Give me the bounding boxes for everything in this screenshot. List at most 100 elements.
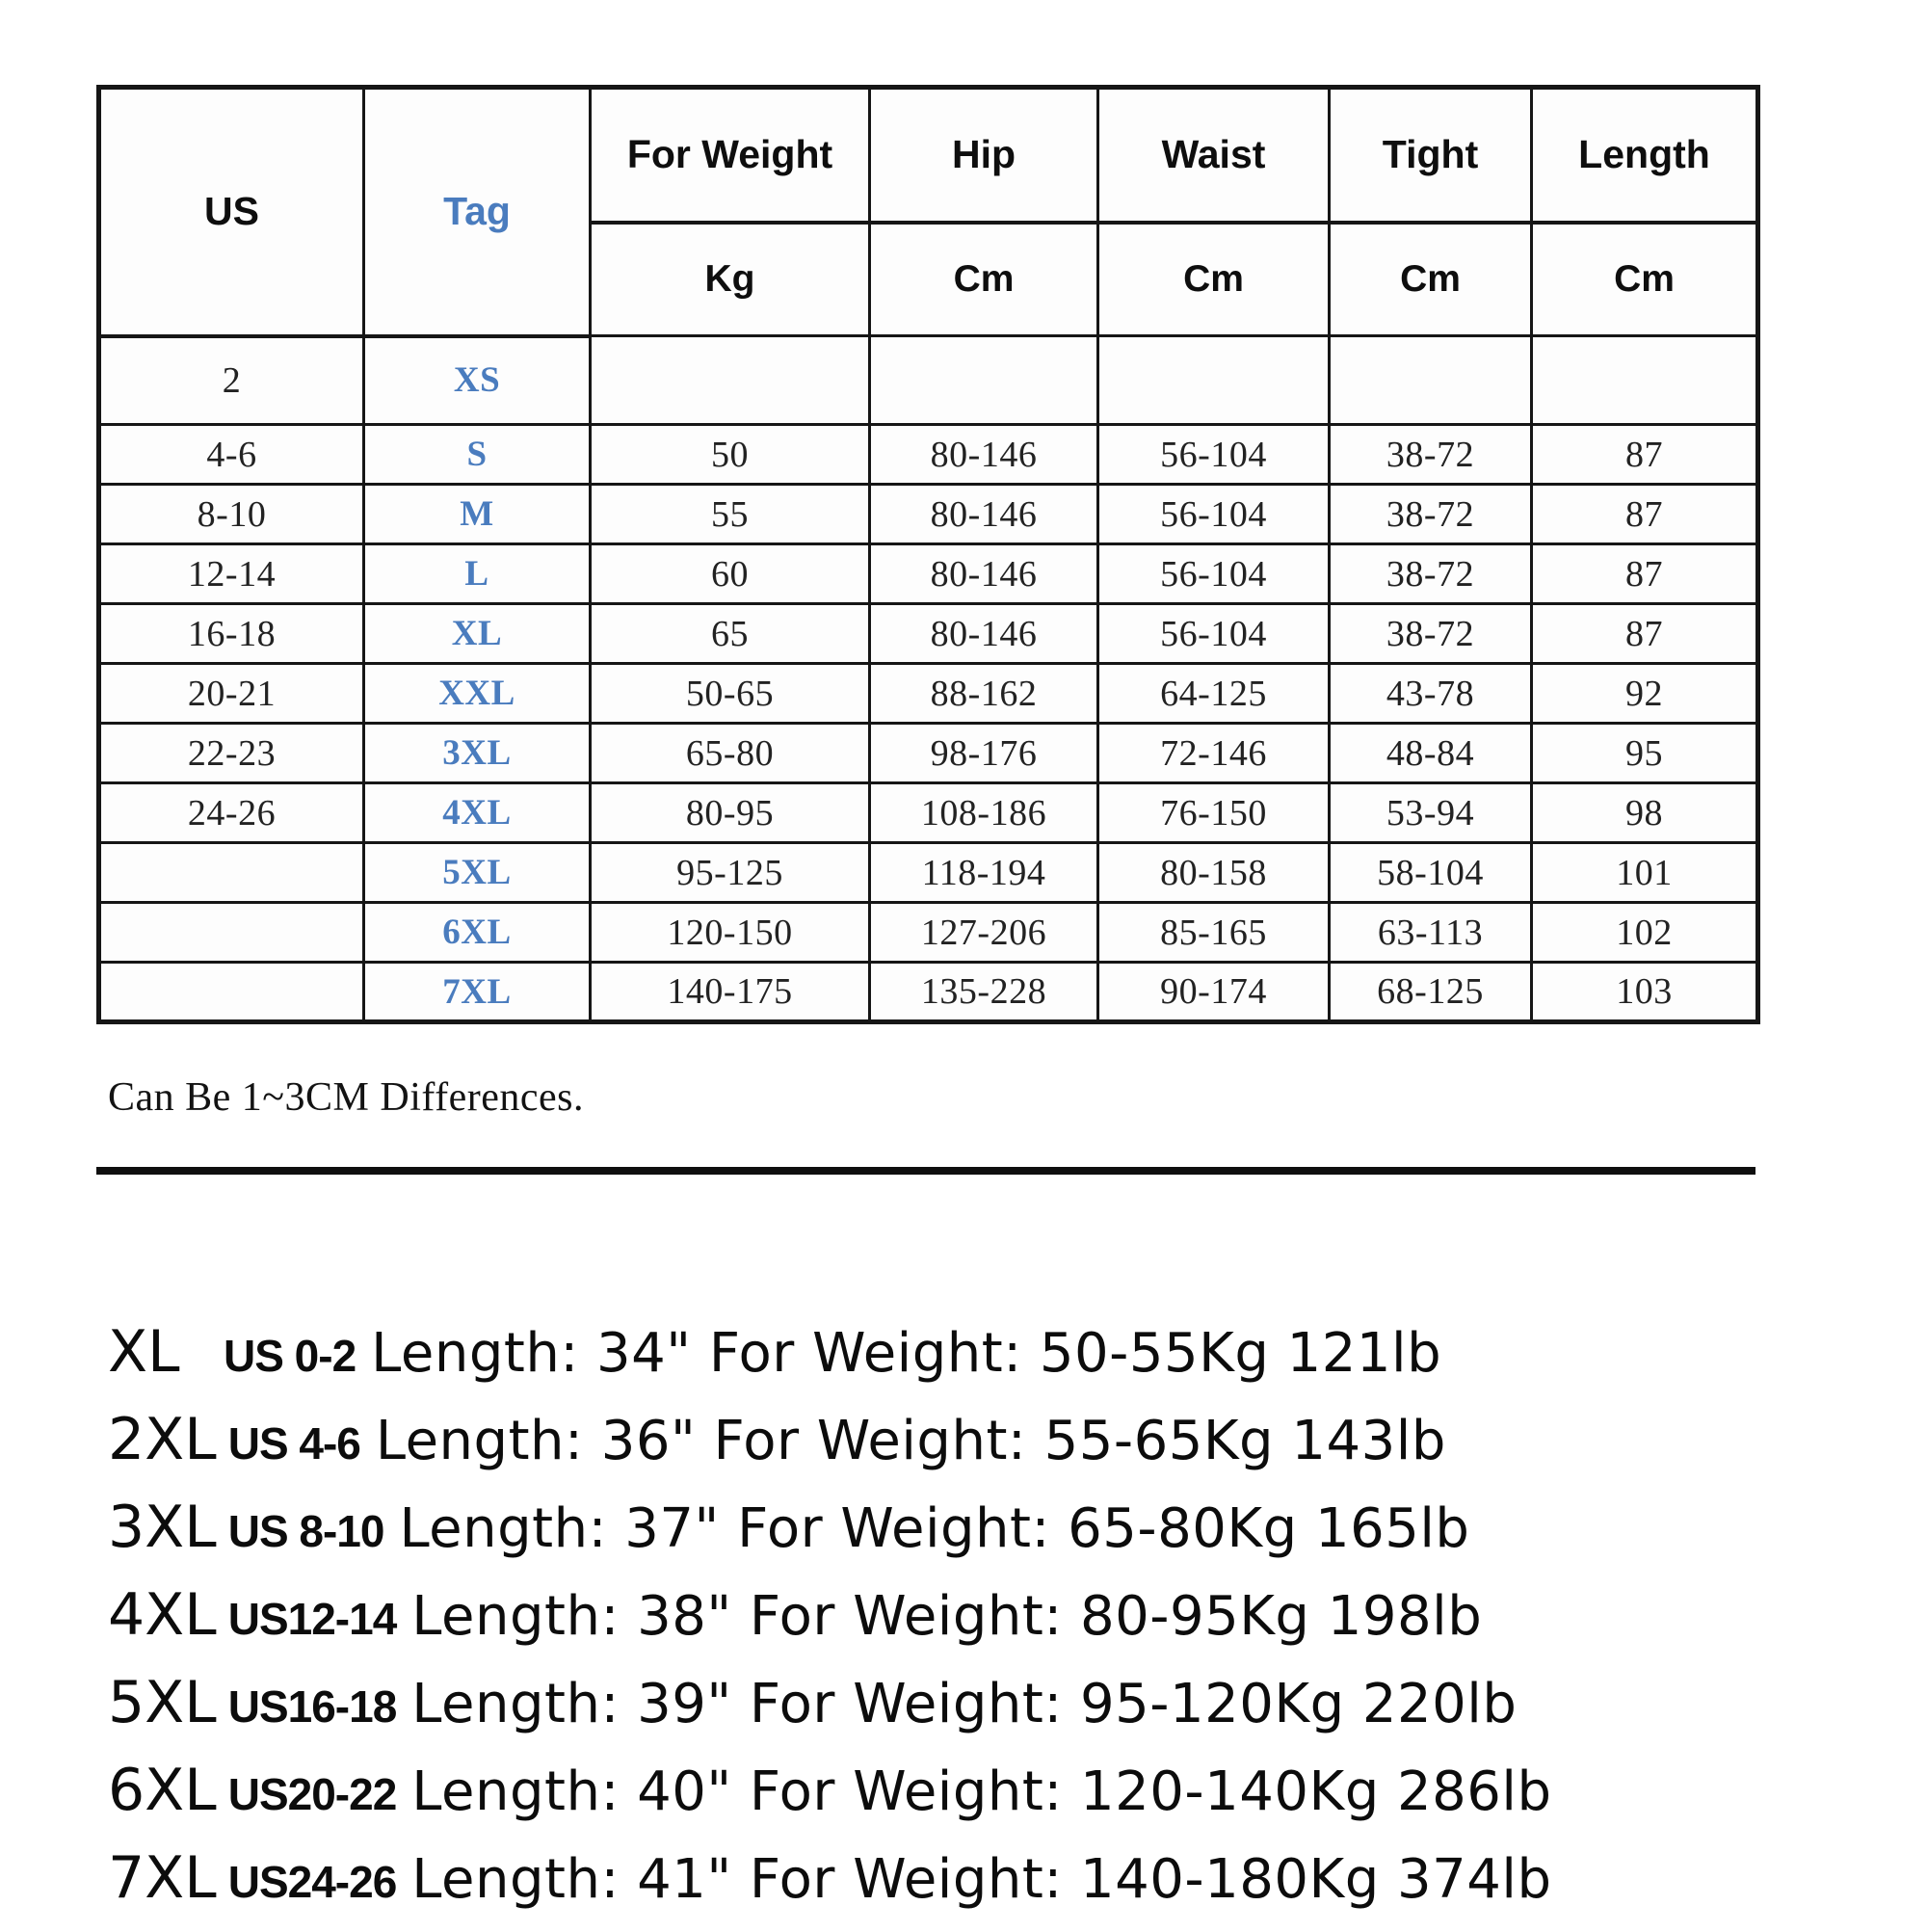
- cell-tight: 38-72: [1328, 423, 1533, 486]
- cell-waist: 72-146: [1096, 722, 1331, 784]
- table-row: 16-18 XL 65 80-146 56-104 38-72 87: [97, 602, 1759, 665]
- cell-hip: 80-146: [868, 483, 1099, 545]
- conversion-us-label: US 4-6: [227, 1418, 361, 1469]
- cell-weight: [589, 334, 871, 426]
- bottom-divider-line: [96, 1167, 1755, 1175]
- conversion-size-label: 6XL: [108, 1757, 217, 1824]
- cell-tight: 38-72: [1328, 543, 1533, 605]
- conversion-line: 4XL US12-14 Length: 38" For Weight: 80-95K…: [108, 1581, 1842, 1649]
- cell-tight: 38-72: [1328, 483, 1533, 545]
- header-for-weight: For Weight: [589, 86, 871, 225]
- cell-waist: 56-104: [1096, 483, 1331, 545]
- header-hip: Hip: [868, 86, 1099, 225]
- cell-hip: 108-186: [868, 781, 1099, 844]
- conversion-line: 5XL US16-18 Length: 39" For Weight: 95-120…: [108, 1669, 1842, 1736]
- unit-length: Cm: [1530, 221, 1759, 337]
- cell-waist: 80-158: [1096, 841, 1331, 904]
- table-row: 20-21 XXL 50-65 88-162 64-125 43-78 92: [97, 662, 1759, 725]
- cell-hip: [868, 334, 1099, 426]
- cell-weight: 140-175: [589, 961, 871, 1023]
- cell-tight: 53-94: [1328, 781, 1533, 844]
- size-table: US Tag For Weight Hip Waist Tight Length…: [96, 85, 1760, 1024]
- cell-hip: 88-162: [868, 662, 1099, 725]
- conversion-us-label: US12-14: [227, 1594, 398, 1644]
- conversion-us-label: US24-26: [227, 1857, 398, 1907]
- cell-tight: 63-113: [1328, 901, 1533, 964]
- cell-tag: 5XL: [362, 841, 592, 904]
- cell-hip: 80-146: [868, 543, 1099, 605]
- conversion-size-label: 2XL: [108, 1406, 217, 1473]
- conversion-line: 7XL US24-26 Length: 41" For Weight: 140-18…: [108, 1844, 1842, 1912]
- table-row: 2 XS: [97, 334, 1759, 426]
- cell-waist: [1096, 334, 1331, 426]
- header-tag: Tag: [362, 86, 592, 338]
- cell-weight: 65-80: [589, 722, 871, 784]
- size-table-body: 2 XS 4-6 S 50 80-146 56-104 38-72 87 8-10 M 55 80-14…: [97, 334, 1759, 1023]
- cell-length: 98: [1530, 781, 1759, 844]
- table-row: 12-14 L 60 80-146 56-104 38-72 87: [97, 543, 1759, 605]
- cell-tag: XL: [362, 602, 592, 665]
- cell-weight: 50: [589, 423, 871, 486]
- cell-waist: 90-174: [1096, 961, 1331, 1023]
- cell-us: 8-10: [97, 483, 365, 545]
- conversion-line: XL US 0-2 Length: 34" For Weight: 50-55Kg …: [108, 1318, 1842, 1386]
- cell-us: 12-14: [97, 543, 365, 605]
- conversion-size-label: 5XL: [108, 1669, 217, 1736]
- cell-length: 95: [1530, 722, 1759, 784]
- cell-tight: 58-104: [1328, 841, 1533, 904]
- cell-hip: 80-146: [868, 602, 1099, 665]
- conversion-line: 6XL US20-22 Length: 40" For Weight: 120-14…: [108, 1757, 1842, 1824]
- table-row: 8-10 M 55 80-146 56-104 38-72 87: [97, 483, 1759, 545]
- cell-length: 103: [1530, 961, 1759, 1023]
- conversion-details: Length: 34" For Weight: 50-55Kg 121lb: [371, 1322, 1442, 1385]
- cell-length: 92: [1530, 662, 1759, 725]
- cell-tight: 48-84: [1328, 722, 1533, 784]
- size-table-header: US Tag For Weight Hip Waist Tight Length…: [97, 86, 1759, 338]
- conversion-details: Length: 40" For Weight: 120-140Kg 286lb: [411, 1760, 1552, 1823]
- cell-hip: 118-194: [868, 841, 1099, 904]
- cell-us: [97, 901, 365, 964]
- cell-length: 87: [1530, 602, 1759, 665]
- tolerance-note: Can Be 1~3CM Differences.: [108, 1075, 585, 1120]
- cell-length: 87: [1530, 423, 1759, 486]
- cell-hip: 127-206: [868, 901, 1099, 964]
- cell-tight: [1328, 334, 1533, 426]
- header-us: US: [97, 86, 365, 338]
- cell-waist: 85-165: [1096, 901, 1331, 964]
- cell-us: 20-21: [97, 662, 365, 725]
- conversion-size-label: XL: [108, 1318, 180, 1386]
- cell-tag: XS: [362, 334, 592, 426]
- table-row: 6XL 120-150 127-206 85-165 63-113 102: [97, 901, 1759, 964]
- conversion-details: Length: 36" For Weight: 55-65Kg 143lb: [375, 1410, 1446, 1472]
- conversion-size-label: 7XL: [108, 1844, 217, 1912]
- cell-weight: 50-65: [589, 662, 871, 725]
- table-row: 24-26 4XL 80-95 108-186 76-150 53-94 98: [97, 781, 1759, 844]
- cell-waist: 56-104: [1096, 543, 1331, 605]
- table-row: 22-23 3XL 65-80 98-176 72-146 48-84 95: [97, 722, 1759, 784]
- cell-tag: 6XL: [362, 901, 592, 964]
- cell-weight: 65: [589, 602, 871, 665]
- table-row: 5XL 95-125 118-194 80-158 58-104 101: [97, 841, 1759, 904]
- conversion-details: Length: 38" For Weight: 80-95Kg 198lb: [411, 1585, 1483, 1648]
- cell-tag: M: [362, 483, 592, 545]
- cell-us: 22-23: [97, 722, 365, 784]
- header-tight: Tight: [1328, 86, 1533, 225]
- cell-length: 101: [1530, 841, 1759, 904]
- cell-length: 102: [1530, 901, 1759, 964]
- cell-length: [1530, 334, 1759, 426]
- cell-weight: 55: [589, 483, 871, 545]
- conversion-line: 3XL US 8-10 Length: 37" For Weight: 65-80K…: [108, 1494, 1842, 1561]
- cell-tag: XXL: [362, 662, 592, 725]
- cell-hip: 98-176: [868, 722, 1099, 784]
- table-row: 4-6 S 50 80-146 56-104 38-72 87: [97, 423, 1759, 486]
- table-row: 7XL 140-175 135-228 90-174 68-125 103: [97, 961, 1759, 1023]
- cell-hip: 80-146: [868, 423, 1099, 486]
- cell-us: [97, 961, 365, 1023]
- conversion-us-label: US20-22: [227, 1769, 398, 1819]
- conversion-us-label: US16-18: [227, 1681, 398, 1732]
- cell-us: 4-6: [97, 423, 365, 486]
- conversion-list: XL US 0-2 Length: 34" For Weight: 50-55Kg …: [108, 1318, 1842, 1932]
- cell-tight: 68-125: [1328, 961, 1533, 1023]
- cell-us: 2: [97, 334, 365, 426]
- cell-tight: 38-72: [1328, 602, 1533, 665]
